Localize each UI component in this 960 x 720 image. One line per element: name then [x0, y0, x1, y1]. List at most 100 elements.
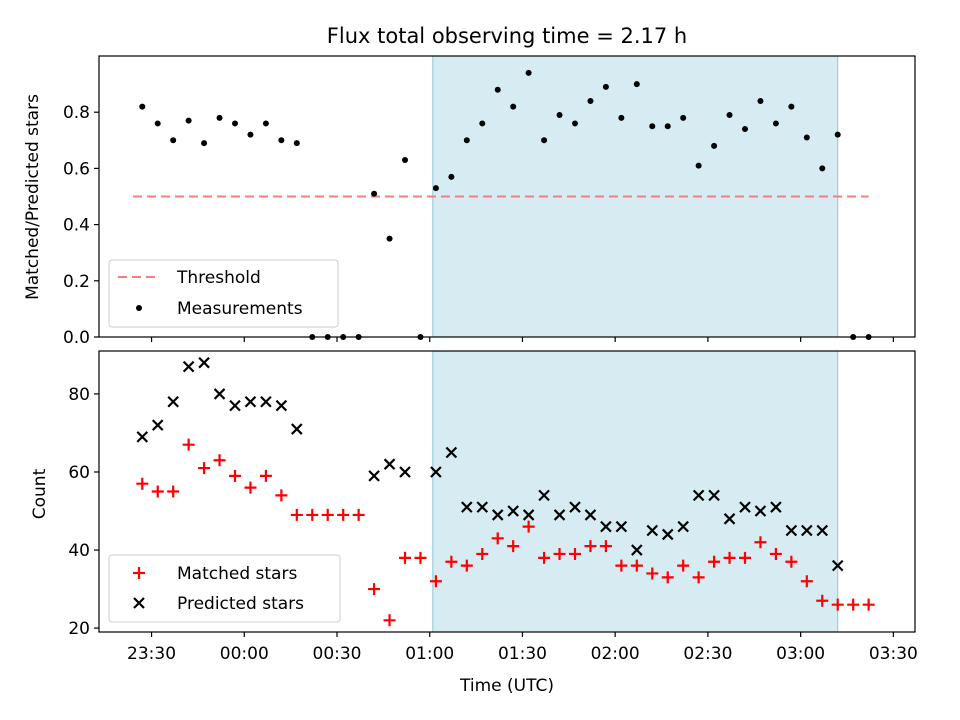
measurement-point [402, 156, 408, 163]
measurement-point [680, 114, 687, 121]
measurement-point [726, 112, 733, 119]
predicted-star-point [229, 399, 241, 412]
matched-star-point [723, 551, 736, 564]
predicted-star-point [522, 509, 535, 521]
measurement-point [788, 103, 795, 110]
predicted-star-point [198, 356, 210, 369]
measurement-point [262, 120, 269, 127]
x-tick-label: 01:00 [405, 644, 454, 664]
matched-star-point [151, 485, 164, 498]
matched-star-point [739, 551, 751, 564]
x-tick-label: 01:30 [498, 644, 547, 664]
matched-star-point [630, 559, 643, 572]
measurement-point [463, 137, 470, 144]
x-tick-label: 00:00 [220, 644, 269, 664]
matched-star-point [275, 489, 288, 502]
bottom-y-axis-label: Count [30, 468, 50, 519]
measurement-point [664, 123, 671, 130]
predicted-star-point [569, 501, 581, 513]
measurement-point [432, 185, 439, 192]
measurement-point [448, 173, 455, 180]
matched-star-point [491, 532, 504, 545]
matched-star-point [259, 469, 272, 482]
predicted-star-point [167, 395, 179, 408]
predicted-star-point [661, 528, 674, 541]
matched-star-point [429, 575, 442, 588]
measurement-point [819, 165, 826, 172]
matched-star-point [677, 559, 690, 572]
top-y-tick-label: 0.6 [63, 159, 90, 179]
matched-star-point [321, 508, 334, 521]
top-panel: 0.00.20.40.60.8 Matched/Predicted stars … [23, 55, 916, 348]
measurement-point [742, 126, 748, 133]
predicted-star-point [615, 520, 628, 533]
matched-star-point [399, 551, 411, 564]
measurement-point [525, 69, 532, 76]
bottom-y-tick-label: 40 [68, 541, 90, 561]
bottom-highlight-span [432, 350, 839, 633]
predicted-star-point [646, 524, 659, 537]
predicted-star-point [631, 544, 643, 556]
matched-star-point [213, 454, 226, 467]
measurement-point [602, 83, 609, 90]
matched-star-point [460, 559, 473, 572]
bottom-legend: Matched stars Predicted stars [108, 554, 341, 623]
predicted-star-point [538, 489, 550, 502]
measurement-point [154, 120, 161, 127]
bottom-y-axis: 20 40 60 80 [68, 385, 99, 639]
legend-matched-label: Matched stars [177, 564, 297, 584]
matched-star-point [785, 555, 798, 568]
legend-matched-swatch [133, 567, 145, 579]
measurement-point [711, 142, 718, 149]
measurement-point [510, 103, 517, 110]
predicted-star-point [368, 470, 380, 482]
matched-star-point [646, 567, 659, 580]
legend-measurements-swatch [136, 305, 142, 311]
top-x-ticks [150, 337, 894, 342]
bottom-x-axis: 23:30 00:00 00:30 01:00 01:30 02:00 02:30 03:00… [127, 632, 918, 664]
x-tick-label: 00:30 [313, 644, 362, 664]
top-y-axis-label: Matched/Predicted stars [23, 94, 43, 300]
predicted-star-point [213, 388, 226, 400]
measurement-point [494, 86, 501, 93]
measurement-point [247, 131, 254, 138]
x-tick-label: 03:00 [776, 644, 825, 664]
measurement-point [757, 97, 764, 104]
measurement-point [232, 120, 238, 127]
bottom-plot-frame [98, 350, 916, 633]
matched-star-point [847, 598, 860, 611]
measurement-point [185, 117, 192, 124]
predicted-star-point [692, 489, 705, 502]
x-axis-label: Time (UTC) [459, 676, 554, 696]
matched-star-point [198, 462, 211, 475]
predicted-stars-series [136, 356, 844, 572]
measurement-point [479, 120, 486, 127]
measurement-point [371, 190, 378, 197]
matched-star-point [383, 614, 396, 627]
measurement-point [695, 162, 702, 169]
measurement-point [587, 97, 594, 104]
predicted-star-point [600, 520, 612, 533]
top-legend: Threshold Measurements [108, 259, 339, 328]
predicted-star-point [507, 505, 519, 517]
predicted-star-point [723, 513, 736, 525]
measurement-point [201, 140, 208, 147]
bottom-legend-box [108, 554, 341, 623]
measurement-point [139, 103, 146, 110]
top-highlight-span [432, 55, 839, 338]
measurement-point [278, 137, 285, 144]
measurement-point [649, 123, 656, 130]
matched-star-point [136, 477, 149, 490]
matched-stars-series [136, 438, 875, 627]
predicted-star-point [739, 501, 751, 513]
top-y-axis: 0.0 0.2 0.4 0.6 0.8 [63, 103, 99, 348]
matched-star-point [229, 469, 241, 482]
predicted-star-point [816, 524, 829, 537]
legend-predicted-swatch [133, 597, 145, 609]
top-y-tick-label: 0.0 [63, 328, 90, 348]
predicted-star-point [476, 501, 489, 513]
x-tick-label: 02:30 [683, 644, 732, 664]
predicted-star-point [136, 431, 149, 443]
matched-star-point [599, 540, 612, 553]
matched-star-point [244, 481, 257, 494]
